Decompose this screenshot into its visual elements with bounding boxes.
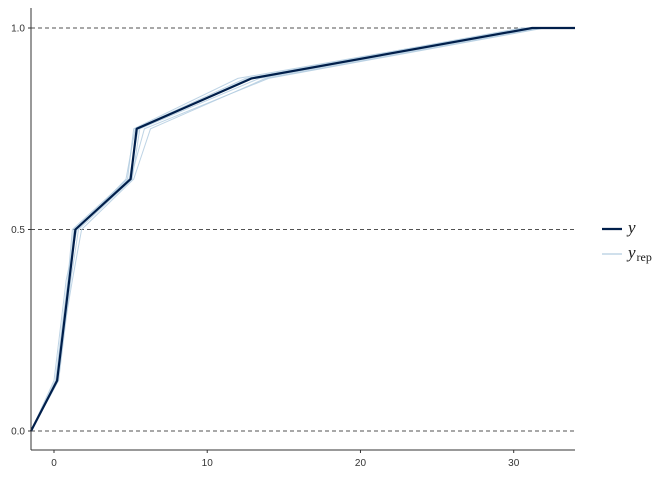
- legend-label-yrep-main: y: [626, 243, 636, 262]
- x-tick-label: 20: [355, 458, 367, 469]
- y-tick-label: 0.5: [11, 225, 25, 236]
- y-series: [30, 26, 575, 432]
- ticks: 0.0 0.5 1.0 0 10 20 30: [11, 24, 520, 470]
- legend-label-yrep: yrep: [626, 243, 652, 264]
- axes: [30, 8, 575, 451]
- y-tick-label: 0.0: [11, 427, 25, 438]
- x-tick-label: 10: [202, 458, 214, 469]
- y-tick-label: 1.0: [11, 24, 25, 35]
- y-line: [30, 26, 575, 432]
- x-tick-label: 0: [51, 458, 57, 469]
- x-tick-label: 30: [508, 458, 520, 469]
- legend-label-y: y: [626, 218, 636, 237]
- legend-label-yrep-sub: rep: [637, 250, 652, 264]
- legend: y yrep: [602, 218, 652, 264]
- gridlines: [31, 27, 575, 432]
